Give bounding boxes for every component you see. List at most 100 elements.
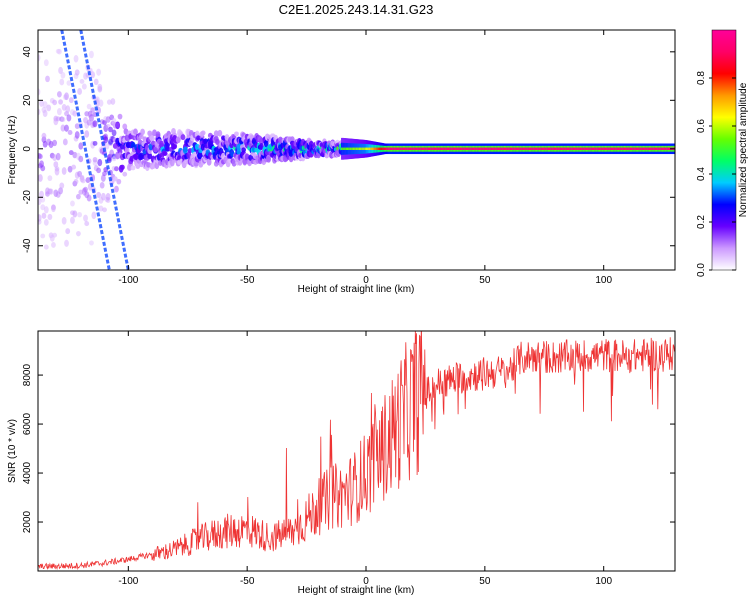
figure-title: C2E1.2025.243.14.31.G23	[279, 2, 434, 17]
heatmap-cell	[38, 214, 42, 222]
heatmap-cell	[130, 165, 136, 171]
heatmap-cell	[99, 181, 105, 189]
heatmap-cell	[64, 239, 69, 247]
spectrogram-ytick-label: 0	[22, 146, 33, 152]
snr-series-line	[38, 331, 675, 571]
snr-xtick-label: -100	[118, 576, 138, 587]
heatmap-cell	[40, 165, 46, 172]
heatmap-cell	[198, 152, 204, 158]
heatmap-cell	[52, 139, 58, 147]
heatmap-cell	[78, 189, 84, 195]
heatmap-cell	[83, 186, 88, 193]
colorbar: 0.0 0.2 0.4 0.6 0.8 Normalized spectral ampl…	[696, 29, 749, 277]
heatmap-cell	[80, 178, 86, 184]
colorbar-label: Normalized spectral amplitude	[738, 82, 749, 217]
heatmap-cell	[77, 88, 82, 95]
heatmap-cell	[76, 231, 81, 237]
spectrogram-xlabel: Height of straight line (km)	[298, 284, 415, 295]
colorbar-tick-label: 0.6	[696, 119, 707, 133]
colorbar-tick-label: 0.8	[696, 71, 707, 85]
heatmap-cell	[51, 241, 56, 248]
spectrogram-xtick-label: 100	[595, 275, 612, 286]
heatmap-cell	[79, 79, 85, 84]
heatmap-cell	[104, 143, 110, 150]
heatmap-cell	[67, 129, 73, 136]
heatmap-cell	[41, 212, 47, 219]
heatmap-cell	[106, 99, 112, 105]
heatmap-cell	[70, 216, 75, 224]
heatmap-cell	[217, 129, 223, 137]
heatmap-cell	[85, 177, 91, 184]
heatmap-cell	[52, 232, 58, 238]
heatmap-cell	[83, 214, 88, 222]
heatmap-cell	[138, 152, 144, 159]
heatmap-cell	[72, 210, 78, 218]
heatmap-cell	[203, 138, 208, 145]
heatmap-cell	[78, 155, 84, 163]
snr-frame	[37, 330, 676, 572]
spectrogram-ylabel: Frequency (Hz)	[7, 116, 18, 185]
heatmap-cell	[52, 154, 58, 162]
heatmap-cell	[68, 150, 74, 156]
snr-ylabel: SNR (10 * v/v)	[7, 419, 18, 483]
heatmap-cell	[77, 211, 82, 218]
heatmap-cell	[72, 110, 78, 117]
heatmap-cell	[92, 157, 98, 163]
heatmap-cell	[73, 178, 79, 185]
heatmap-cell	[40, 204, 46, 211]
heatmap-cell	[97, 83, 103, 91]
heatmap-cell	[51, 204, 56, 211]
spectrogram-panel: -100 -50 0 50 100 -40 -20 0 20 40 Height of strai…	[7, 29, 676, 295]
heatmap-cell	[56, 91, 62, 98]
heatmap-cell	[40, 233, 46, 239]
heatmap-cell	[169, 158, 175, 167]
heatmap-cell	[78, 142, 84, 150]
spectrogram-axes: -100 -50 0 50 100 -40 -20 0 20 40	[22, 30, 675, 286]
spectrogram-xtick-label: -50	[240, 275, 255, 286]
heatmap-cell	[175, 136, 181, 143]
heatmap-cell	[40, 196, 46, 203]
heatmap-cell	[42, 109, 48, 118]
heatmap-cell	[98, 99, 104, 107]
snr-ytick-label: 4000	[22, 461, 33, 484]
snr-axes: -100 -50 0 50 100 2000 4000 6000 8000	[22, 331, 675, 587]
heatmap-cell	[59, 182, 65, 189]
heatmap-cell	[115, 122, 121, 128]
heatmap-cell	[105, 192, 111, 201]
heatmap-cell	[62, 138, 68, 146]
heatmap-cell	[206, 158, 212, 166]
colorbar-tick-label: 0.4	[696, 167, 707, 181]
heatmap-cell	[68, 97, 74, 104]
heatmap-cell	[86, 103, 92, 110]
heatmap-cell	[46, 104, 52, 112]
heatmap-cell	[111, 156, 117, 162]
spectrogram-ytick-label: 20	[22, 94, 33, 106]
heatmap-cell	[234, 131, 239, 137]
heatmap-cell	[96, 167, 102, 174]
heatmap-cell	[84, 130, 90, 138]
heatmap-cell	[38, 88, 41, 96]
heatmap-cell	[140, 128, 145, 136]
snr-panel: -100 -50 0 50 100 2000 4000 6000 8000 Height of …	[7, 330, 676, 596]
spectrogram-frame	[37, 29, 676, 271]
heatmap-cell	[90, 107, 96, 113]
heatmap-cell	[119, 164, 125, 170]
heatmap-cell	[52, 99, 58, 106]
heatmap-cell	[43, 206, 49, 214]
heatmap-cell	[91, 211, 97, 220]
heatmap-cell	[56, 48, 62, 55]
heatmap-cell	[213, 130, 219, 138]
heatmap-cell	[89, 240, 94, 246]
snr-xtick-label: 50	[479, 576, 491, 587]
heatmap-cell	[60, 71, 66, 79]
spectrogram-xtick-label: 0	[363, 275, 369, 286]
heatmap-cell	[59, 78, 65, 86]
heatmap-cell	[47, 175, 53, 182]
heatmap-cell	[93, 78, 99, 86]
heatmap-cell	[74, 131, 80, 139]
heatmap-cell	[159, 140, 164, 148]
heatmap-cell	[186, 151, 192, 159]
heatmap-cell	[76, 193, 81, 200]
heatmap-cell	[224, 134, 230, 141]
snr-ytick-label: 2000	[22, 510, 33, 533]
